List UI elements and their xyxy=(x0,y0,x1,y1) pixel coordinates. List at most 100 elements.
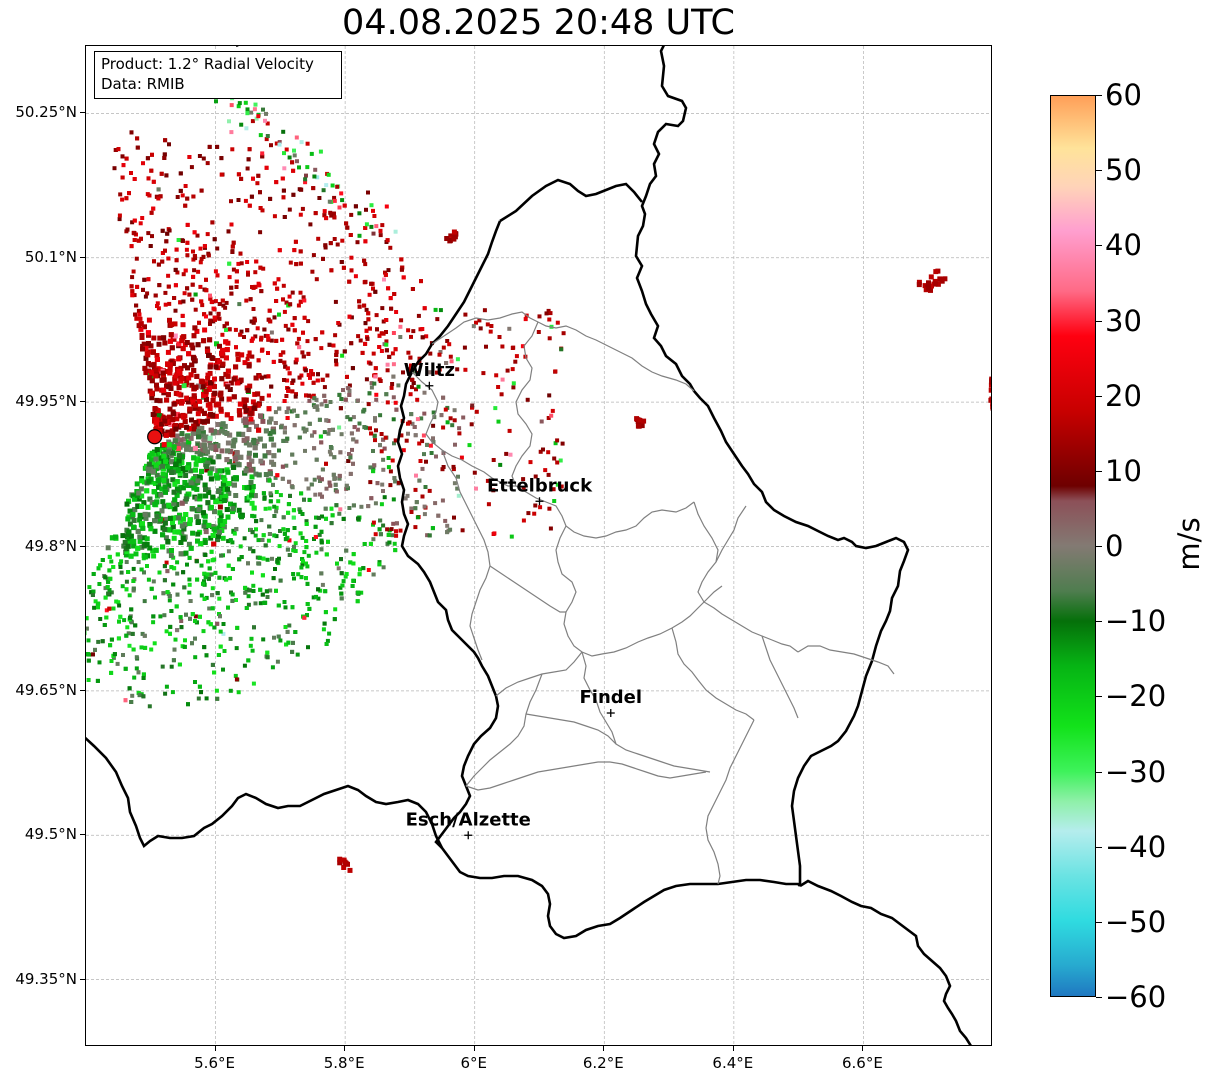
radar-pixel xyxy=(132,231,137,236)
radar-pixel xyxy=(298,531,303,536)
radar-pixel xyxy=(382,495,387,500)
radar-pixel xyxy=(988,397,991,403)
radar-pixel xyxy=(410,377,415,382)
radar-pixel xyxy=(177,471,183,476)
radar-pixel xyxy=(202,513,208,519)
radar-pixel xyxy=(362,542,367,546)
radar-pixel xyxy=(926,285,932,291)
radar-pixel xyxy=(167,406,173,412)
radar-pixel xyxy=(163,535,169,541)
radar-pixel xyxy=(231,482,237,488)
radar-pixel xyxy=(278,529,282,533)
radar-pixel xyxy=(355,599,360,604)
radar-pixel xyxy=(415,515,420,520)
radar-pixel xyxy=(385,368,390,373)
radar-pixel xyxy=(104,615,109,620)
radar-pixel xyxy=(357,233,362,238)
radar-pixel xyxy=(260,154,265,159)
map-panel[interactable]: Wiltz Ettelbruck Findel Esch/Alzette xyxy=(85,45,992,1046)
radar-pixel xyxy=(217,596,222,601)
radar-pixel xyxy=(349,212,354,217)
radar-pixel xyxy=(188,616,192,621)
radar-pixel xyxy=(311,380,316,385)
radar-pixel xyxy=(547,506,552,511)
radar-pixel xyxy=(548,311,553,316)
radar-pixel xyxy=(357,572,362,577)
radar-pixel xyxy=(165,538,171,544)
radar-pixel xyxy=(217,612,221,616)
radar-pixel xyxy=(281,188,286,193)
radar-pixel xyxy=(124,633,129,638)
radar-pixel xyxy=(320,582,325,587)
radar-pixel xyxy=(349,341,354,346)
radar-pixel xyxy=(312,430,317,435)
radar-pixel xyxy=(91,589,96,594)
radar-pixel xyxy=(129,620,134,625)
radar-pixel xyxy=(161,453,167,459)
radar-pixel xyxy=(222,477,228,483)
radar-pixel xyxy=(186,375,192,381)
radar-pixel xyxy=(194,514,200,520)
radar-pixel xyxy=(248,467,254,473)
radar-pixel xyxy=(331,211,336,216)
radar-pixel xyxy=(369,203,374,208)
radar-pixel xyxy=(107,568,112,573)
radar-pixel xyxy=(231,438,237,444)
radar-pixel xyxy=(139,236,143,241)
radar-pixel xyxy=(234,646,239,651)
radar-pixel xyxy=(400,265,405,270)
radar-pixel xyxy=(128,615,132,620)
radar-pixel xyxy=(396,480,401,485)
radar-pixel xyxy=(201,156,206,161)
radar-pixel xyxy=(282,378,287,382)
radar-pixel xyxy=(296,336,301,341)
radar-pixel xyxy=(520,344,525,349)
radar-pixel xyxy=(372,381,377,386)
radar-pixel xyxy=(555,438,560,443)
radar-pixel xyxy=(253,601,258,606)
radar-pixel xyxy=(159,171,164,176)
radar-pixel xyxy=(245,260,250,264)
radar-pixel xyxy=(282,151,286,156)
radar-pixel xyxy=(139,645,144,650)
radar-pixel xyxy=(142,570,146,575)
lon-tick-label: 6.2°E xyxy=(582,1054,624,1072)
radar-pixel xyxy=(333,299,338,304)
radar-pixel xyxy=(165,454,171,460)
radar-pixel xyxy=(244,436,250,442)
radar-pixel xyxy=(206,522,212,528)
radar-pixel xyxy=(199,690,203,695)
radar-pixel xyxy=(248,416,254,422)
canton-border xyxy=(693,501,799,653)
radar-pixel xyxy=(274,534,279,539)
radar-pixel xyxy=(176,446,181,452)
lat-tick-label: 49.8°N xyxy=(24,536,77,555)
canton-border xyxy=(671,627,755,721)
radar-pixel xyxy=(171,582,176,587)
radar-pixel xyxy=(391,331,396,335)
radar-pixel xyxy=(160,471,166,477)
radar-pixel xyxy=(326,418,331,423)
radar-pixel xyxy=(270,429,276,435)
radar-pixel xyxy=(149,390,155,396)
radar-pixel xyxy=(231,394,237,400)
radar-pixel xyxy=(423,485,428,489)
radar-pixel xyxy=(445,339,450,343)
radar-pixel xyxy=(230,506,236,512)
radar-pixel xyxy=(384,342,389,347)
radar-pixel xyxy=(292,248,297,253)
radar-pixel xyxy=(420,327,425,331)
radar-pixel xyxy=(238,454,244,460)
radar-pixel xyxy=(202,645,207,650)
radar-pixel xyxy=(90,652,95,657)
radar-pixel xyxy=(248,546,253,551)
radar-pixel xyxy=(233,327,238,332)
radar-pixel xyxy=(319,571,324,576)
radar-pixel xyxy=(118,192,123,197)
radar-pixel xyxy=(178,540,184,545)
radar-pixel xyxy=(224,507,230,512)
radar-pixel xyxy=(254,116,259,121)
radar-pixel xyxy=(293,541,298,546)
radar-pixel xyxy=(254,519,259,524)
radar-pixel xyxy=(384,318,389,322)
